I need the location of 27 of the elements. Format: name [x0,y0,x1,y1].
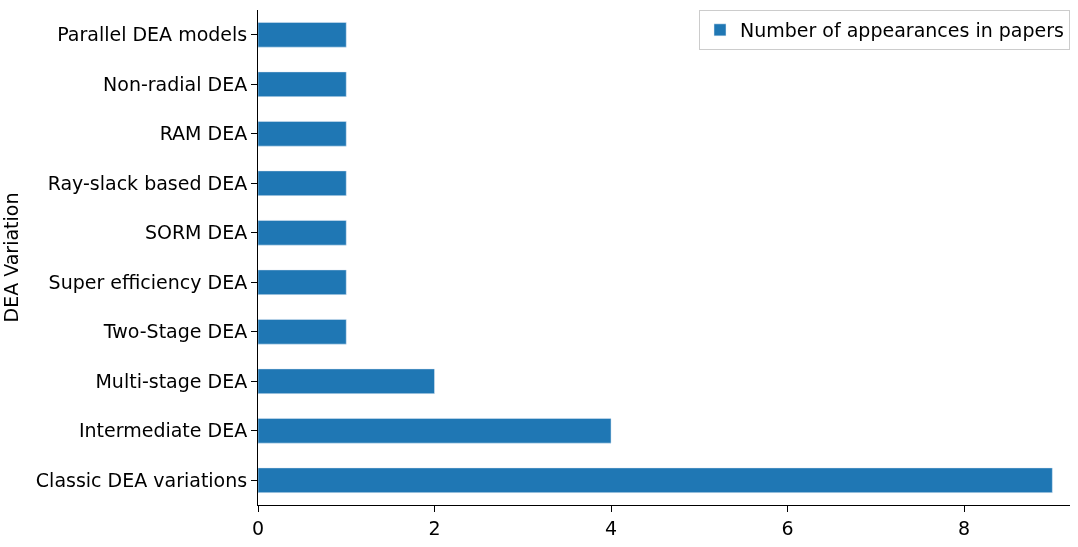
x-tick-label: 4 [604,516,618,539]
bar [258,319,347,345]
y-tick-label: SORM DEA [144,221,248,244]
x-tick-label: 0 [251,516,265,539]
bar [258,368,435,394]
x-tick-label: 6 [781,516,794,539]
bar [258,467,1053,493]
x-tick-label: 8 [958,516,971,539]
bar [258,170,347,196]
y-axis-title: DEA Variation [0,192,22,323]
y-tick-label: RAM DEA [159,122,248,145]
legend-label: Number of appearances in papers [740,19,1064,42]
y-tick-label: Classic DEA variations [35,468,248,491]
y-tick-label: Two-Stage DEA [102,320,248,343]
y-tick-label: Non-radial DEA [103,72,248,95]
x-tick-label: 2 [428,516,441,539]
bar [258,269,347,295]
y-tick-label: Multi-stage DEA [95,369,248,392]
y-tick-label: Intermediate DEA [78,419,248,442]
bar [258,220,347,246]
y-tick-label: Ray-slack based DEA [47,171,248,194]
bar [258,71,347,97]
bar [258,121,347,147]
y-tick-label: Super efficiency DEA [48,270,248,293]
bar [258,418,612,444]
y-tick-label: Parallel DEA models [57,23,248,46]
bar [258,22,347,48]
